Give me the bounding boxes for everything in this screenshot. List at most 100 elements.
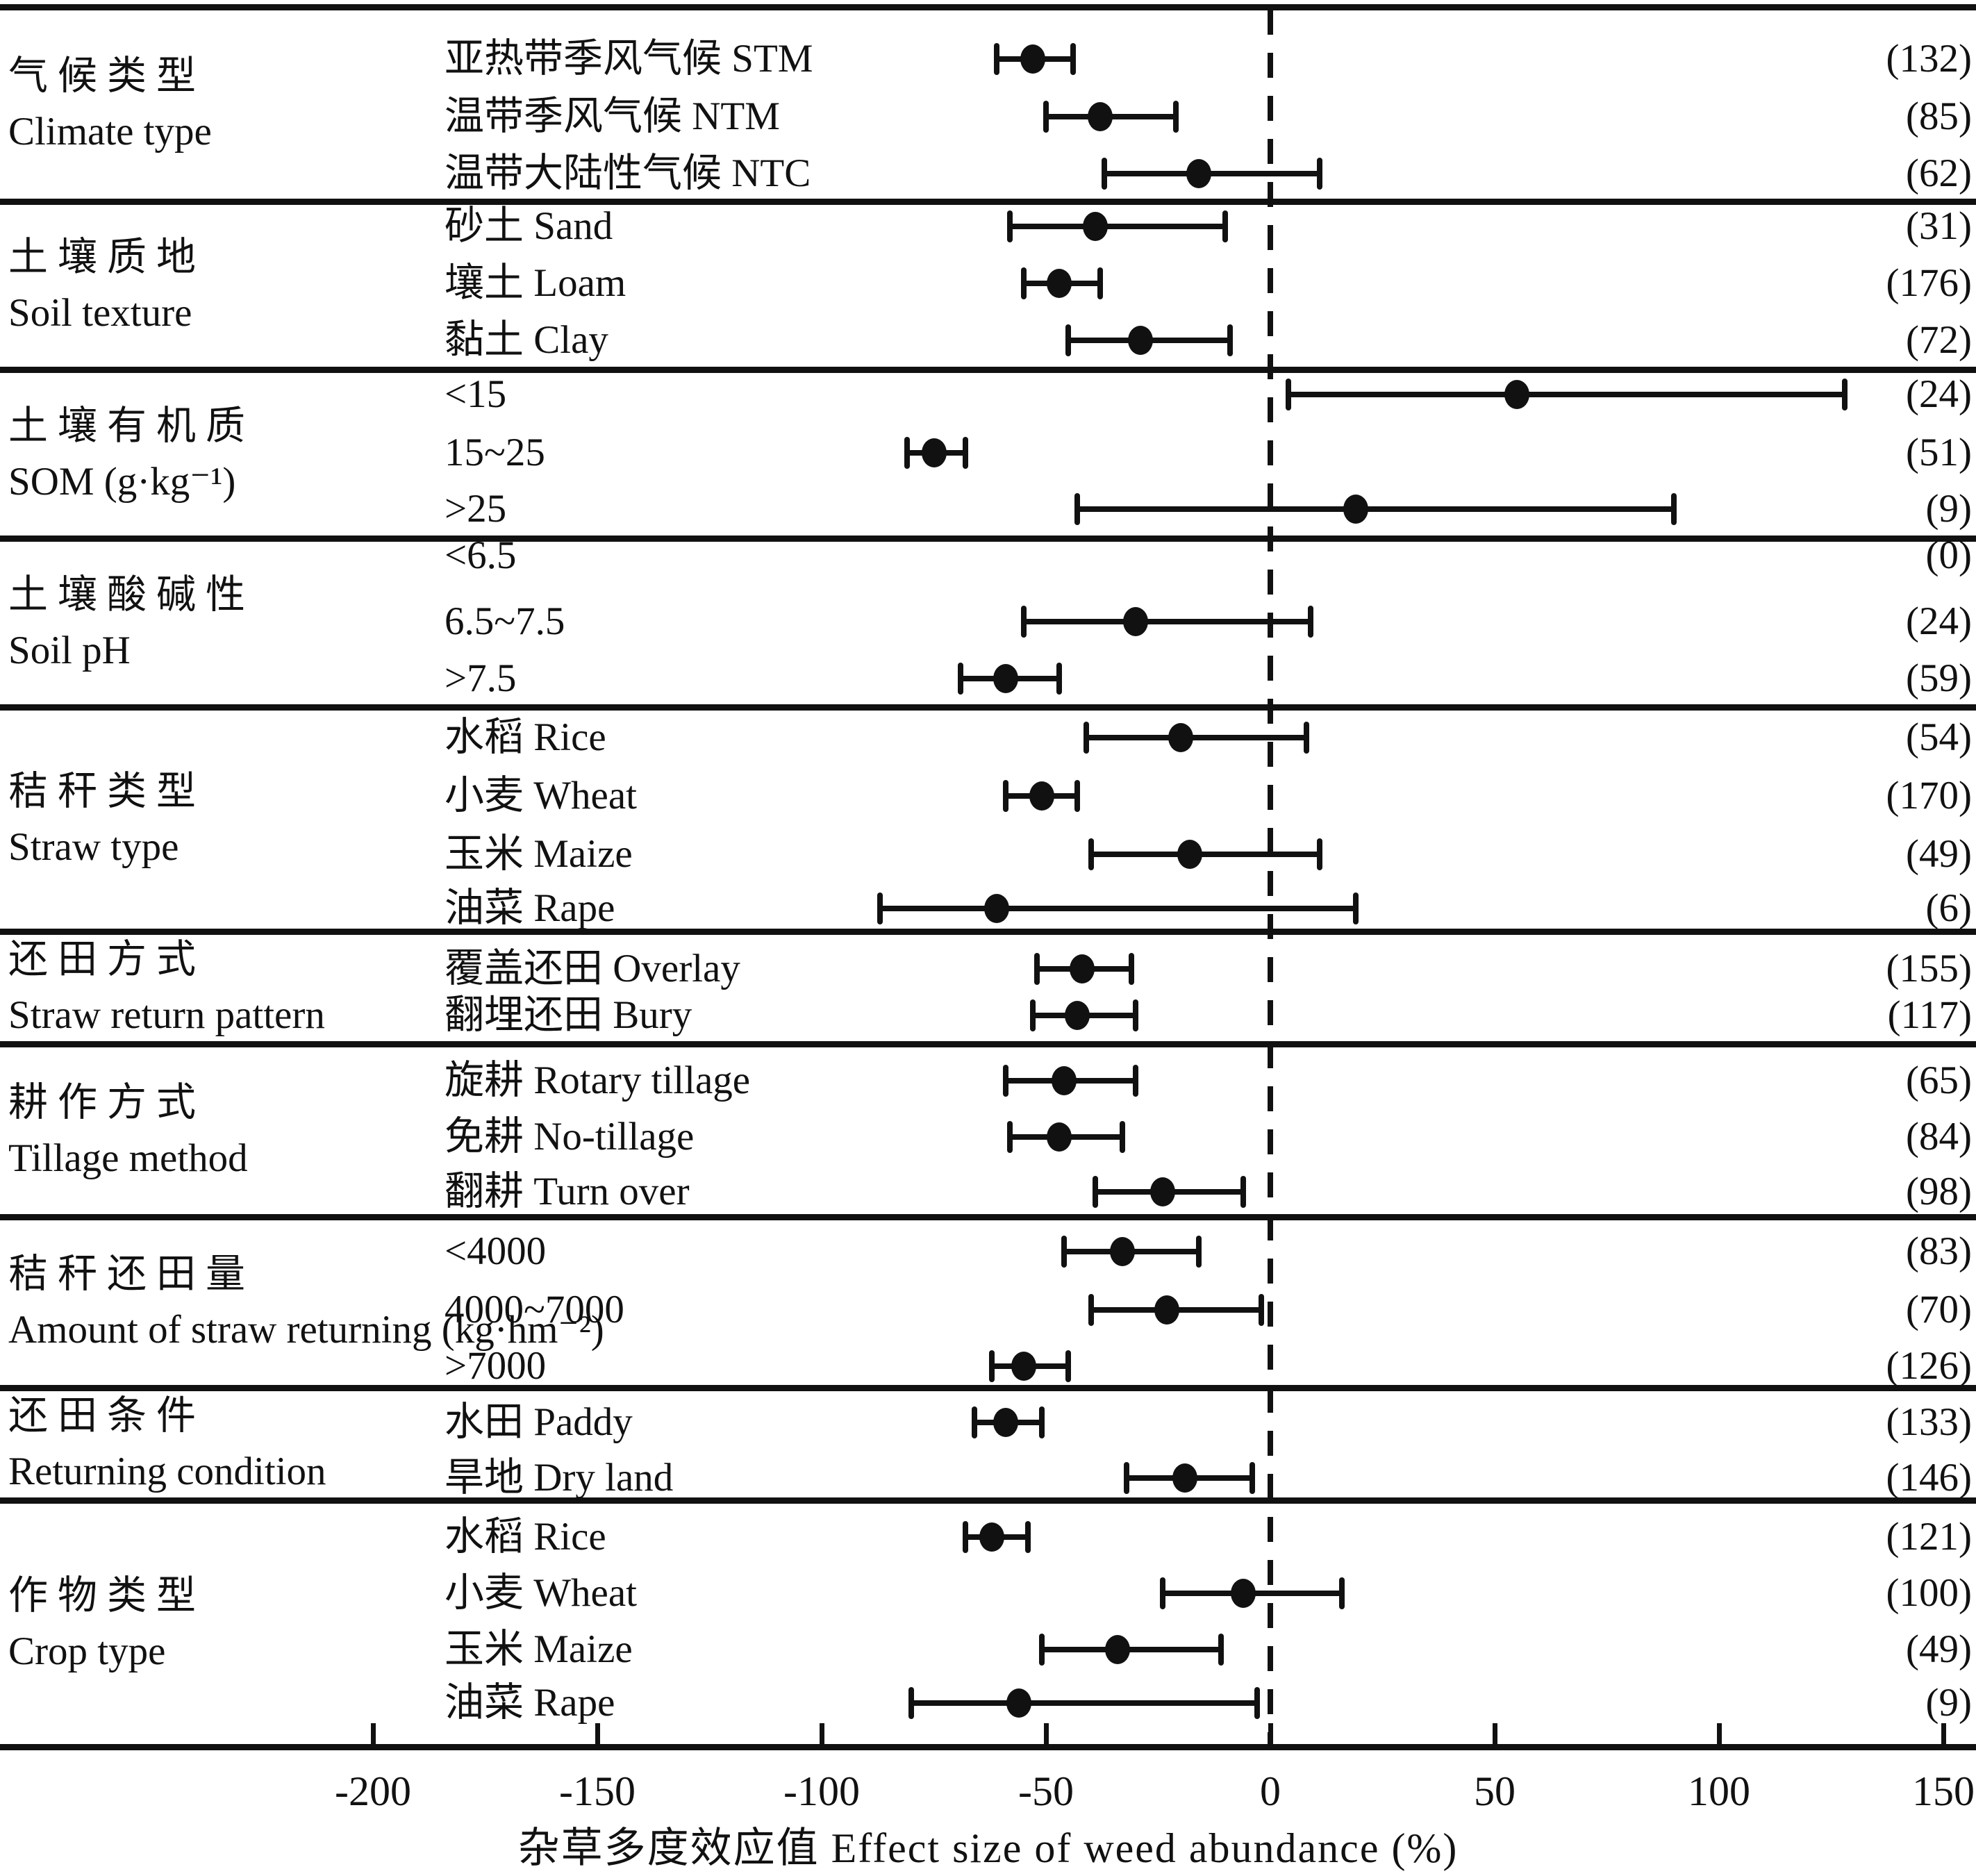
count-label: (70) <box>1906 1288 1972 1331</box>
ci-upper-cap <box>1070 43 1076 75</box>
row-label: >7000 <box>445 1344 547 1388</box>
confidence-interval-line <box>911 1700 1257 1706</box>
group-label-en: Straw return pattern <box>8 993 325 1037</box>
ci-lower-cap <box>1029 999 1036 1031</box>
count-label: (6) <box>1925 886 1972 930</box>
effect-size-dot <box>1149 1177 1175 1206</box>
ci-lower-cap <box>1061 1236 1067 1268</box>
x-axis-tick-label: 50 <box>1474 1768 1516 1814</box>
effect-size-dot <box>983 894 1009 923</box>
effect-size-dot <box>1154 1295 1180 1325</box>
section-divider-line <box>0 367 1976 373</box>
ci-upper-cap <box>1074 780 1081 812</box>
group-label: 土壤质地 Soil texture <box>8 201 758 370</box>
x-axis-tick-label: -150 <box>559 1768 636 1814</box>
group-label-en: Tillage method <box>8 1136 248 1180</box>
ci-lower-cap <box>993 43 999 75</box>
effect-size-dot <box>1105 1635 1131 1664</box>
row-label: 壤土 Loam <box>445 261 626 305</box>
count-label: (49) <box>1906 832 1972 876</box>
group-label-zh: 还田方式 <box>8 938 206 981</box>
ci-lower-cap <box>958 663 964 695</box>
ci-upper-cap <box>1259 1294 1265 1326</box>
confidence-interval-line <box>1023 619 1311 624</box>
group-label-en: Crop type <box>8 1629 166 1673</box>
group-label: 还田方式 Straw return pattern <box>8 931 758 1044</box>
ci-lower-cap <box>904 437 910 469</box>
effect-size-dot <box>1123 607 1149 636</box>
effect-size-dot <box>1231 1579 1256 1608</box>
group-label-en: Soil texture <box>8 291 192 335</box>
ci-upper-cap <box>1133 1065 1139 1097</box>
effect-size-dot <box>1168 723 1193 752</box>
ci-lower-cap <box>1088 838 1094 870</box>
section-divider-line <box>0 199 1976 205</box>
count-label: (31) <box>1906 204 1972 248</box>
ci-upper-cap <box>1303 722 1309 754</box>
ci-upper-cap <box>1128 953 1134 985</box>
group-label-en: Straw type <box>8 824 179 869</box>
row-label: 黏土 Clay <box>445 318 608 362</box>
ci-lower-cap <box>1065 324 1072 356</box>
row-label: 覆盖还田 Overlay <box>445 947 740 990</box>
effect-size-dot <box>1083 212 1109 241</box>
count-label: (170) <box>1886 774 1972 817</box>
ci-upper-cap <box>1308 606 1314 638</box>
row-label: 玉米 Maize <box>445 1627 633 1671</box>
ci-upper-cap <box>1025 1521 1031 1553</box>
ci-lower-cap <box>877 893 883 924</box>
row-label: 水稻 Rice <box>445 715 606 759</box>
effect-size-dot <box>993 1408 1018 1437</box>
section-divider-line <box>0 1497 1976 1504</box>
ci-upper-cap <box>1218 1634 1224 1666</box>
effect-size-dot <box>1109 1237 1135 1266</box>
count-label: (84) <box>1906 1115 1972 1159</box>
confidence-interval-line <box>1086 735 1306 740</box>
group-label: 作物类型 Crop type <box>8 1500 758 1747</box>
ci-lower-cap <box>1084 722 1090 754</box>
row-label: 15~25 <box>445 431 545 474</box>
section-divider-line <box>0 704 1976 711</box>
count-label: (121) <box>1886 1515 1972 1559</box>
ci-lower-cap <box>962 1521 968 1553</box>
ci-upper-cap <box>1227 324 1233 356</box>
ci-lower-cap <box>1101 158 1107 190</box>
x-axis-tick <box>371 1723 376 1744</box>
row-label: <4000 <box>445 1229 547 1273</box>
x-axis-tick <box>1268 1723 1273 1744</box>
effect-size-dot <box>1186 159 1211 188</box>
x-axis-tick <box>1717 1723 1722 1744</box>
x-axis-tick <box>1493 1723 1497 1744</box>
row-label: 玉米 Maize <box>445 832 633 876</box>
group-label-zh: 秸秆类型 <box>8 769 206 813</box>
zero-reference-line <box>1268 10 1273 1744</box>
x-axis-tick <box>595 1723 600 1744</box>
x-axis-tick <box>1941 1723 1946 1744</box>
count-label: (9) <box>1925 1681 1972 1725</box>
effect-size-dot <box>1011 1352 1036 1381</box>
ci-upper-cap <box>1173 101 1179 133</box>
ci-upper-cap <box>1339 1577 1345 1609</box>
row-label: 翻埋还田 Bury <box>445 993 692 1037</box>
group-label-zh: 气候类型 <box>8 54 206 98</box>
ci-lower-cap <box>971 1406 977 1438</box>
group-label: 气候类型 Climate type <box>8 7 758 201</box>
section-divider-line <box>0 929 1976 935</box>
effect-size-dot <box>1504 380 1530 409</box>
count-label: (49) <box>1906 1627 1972 1671</box>
effect-size-dot <box>1087 102 1113 131</box>
count-label: (24) <box>1906 372 1972 416</box>
row-label: 油菜 Rape <box>445 1681 615 1725</box>
effect-size-dot <box>921 438 947 467</box>
count-label: (85) <box>1906 94 1972 138</box>
x-axis-tick <box>820 1723 824 1744</box>
ci-upper-cap <box>1038 1406 1045 1438</box>
ci-lower-cap <box>1088 1294 1094 1326</box>
ci-upper-cap <box>1119 1121 1125 1153</box>
group-label-en: Climate type <box>8 110 212 153</box>
row-label: <6.5 <box>445 533 517 577</box>
group-label-zh: 作物类型 <box>8 1573 206 1618</box>
count-label: (98) <box>1906 1170 1972 1213</box>
x-axis-tick <box>1044 1723 1049 1744</box>
row-label: 6.5~7.5 <box>445 599 565 643</box>
